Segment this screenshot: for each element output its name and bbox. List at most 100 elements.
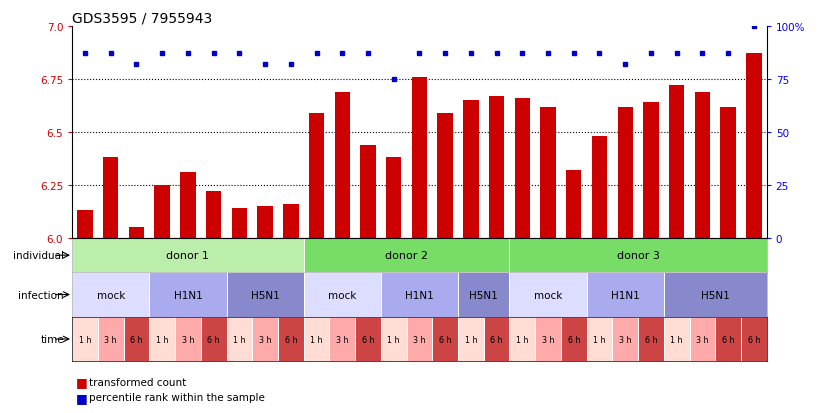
Text: H1N1: H1N1 (174, 290, 202, 300)
Bar (488, 97, 504, 238)
Bar (380, 273, 458, 317)
Bar (560, 317, 586, 361)
Text: infection: infection (18, 290, 64, 300)
Bar (309, 114, 324, 238)
Text: mock: mock (97, 290, 124, 300)
Text: 6 h: 6 h (438, 335, 450, 344)
Text: 3 h: 3 h (618, 335, 631, 344)
Text: 1 h: 1 h (387, 335, 400, 344)
Bar (149, 273, 226, 317)
Text: 1 h: 1 h (515, 335, 528, 344)
Bar (334, 93, 350, 238)
Text: H5N1: H5N1 (468, 290, 497, 300)
Bar (406, 317, 432, 361)
Bar (278, 317, 303, 361)
Bar (303, 238, 509, 273)
Bar (591, 137, 607, 238)
Text: 6 h: 6 h (644, 335, 656, 344)
Text: 6 h: 6 h (207, 335, 219, 344)
Bar (617, 107, 632, 238)
Text: 6 h: 6 h (490, 335, 502, 344)
Bar (149, 317, 174, 361)
Text: 3 h: 3 h (104, 335, 117, 344)
Text: transformed count: transformed count (88, 377, 186, 387)
Text: donor 2: donor 2 (385, 251, 428, 261)
Bar (458, 273, 509, 317)
Text: 3 h: 3 h (541, 335, 554, 344)
Text: H5N1: H5N1 (700, 290, 729, 300)
Bar (514, 99, 529, 238)
Bar (174, 317, 201, 361)
Bar (103, 158, 118, 238)
Bar (509, 317, 535, 361)
Bar (257, 207, 273, 238)
Text: GDS3595 / 7955943: GDS3595 / 7955943 (72, 12, 212, 26)
Text: time: time (40, 334, 64, 344)
Bar (231, 209, 247, 238)
Text: 6 h: 6 h (567, 335, 579, 344)
Bar (637, 317, 663, 361)
Text: donor 1: donor 1 (166, 251, 209, 261)
Text: 6 h: 6 h (130, 335, 143, 344)
Bar (586, 273, 663, 317)
Bar (206, 192, 221, 238)
Bar (720, 107, 735, 238)
Bar (154, 185, 170, 238)
Bar (72, 273, 149, 317)
Bar (252, 317, 278, 361)
Bar (642, 103, 658, 238)
Bar (483, 317, 509, 361)
Text: 1 h: 1 h (156, 335, 168, 344)
Text: 1 h: 1 h (79, 335, 91, 344)
Text: individual: individual (13, 251, 64, 261)
Bar (380, 317, 406, 361)
Bar (432, 317, 458, 361)
Bar (303, 273, 380, 317)
Bar (201, 317, 226, 361)
Text: donor 3: donor 3 (616, 251, 658, 261)
Bar (72, 238, 303, 273)
Text: 1 h: 1 h (592, 335, 605, 344)
Text: 1 h: 1 h (310, 335, 323, 344)
Bar (226, 273, 303, 317)
Bar (663, 317, 689, 361)
Bar (535, 317, 560, 361)
Bar (355, 317, 380, 361)
Text: H1N1: H1N1 (610, 290, 639, 300)
Bar (386, 158, 401, 238)
Text: ■: ■ (75, 375, 87, 389)
Bar (740, 317, 766, 361)
Text: 1 h: 1 h (464, 335, 477, 344)
Text: 3 h: 3 h (413, 335, 425, 344)
Bar (97, 317, 124, 361)
Text: 3 h: 3 h (182, 335, 194, 344)
Bar (180, 173, 196, 238)
Text: H5N1: H5N1 (251, 290, 279, 300)
Text: ■: ■ (75, 391, 87, 404)
Text: 1 h: 1 h (233, 335, 246, 344)
Bar (694, 93, 709, 238)
Bar (283, 204, 298, 238)
Text: percentile rank within the sample: percentile rank within the sample (88, 392, 264, 402)
Bar (463, 101, 478, 238)
Text: 6 h: 6 h (361, 335, 373, 344)
Bar (226, 317, 252, 361)
Bar (689, 317, 714, 361)
Text: mock: mock (533, 290, 562, 300)
Bar (129, 228, 144, 238)
Bar (303, 317, 329, 361)
Bar (714, 317, 740, 361)
Text: 6 h: 6 h (284, 335, 296, 344)
Bar (329, 317, 355, 361)
Text: mock: mock (328, 290, 356, 300)
Bar (565, 171, 581, 238)
Text: 3 h: 3 h (695, 335, 708, 344)
Bar (668, 86, 684, 238)
Bar (540, 107, 555, 238)
Bar (124, 317, 149, 361)
Text: 6 h: 6 h (721, 335, 734, 344)
Bar (458, 317, 483, 361)
Text: 3 h: 3 h (259, 335, 271, 344)
Bar (77, 211, 93, 238)
Text: 3 h: 3 h (336, 335, 348, 344)
